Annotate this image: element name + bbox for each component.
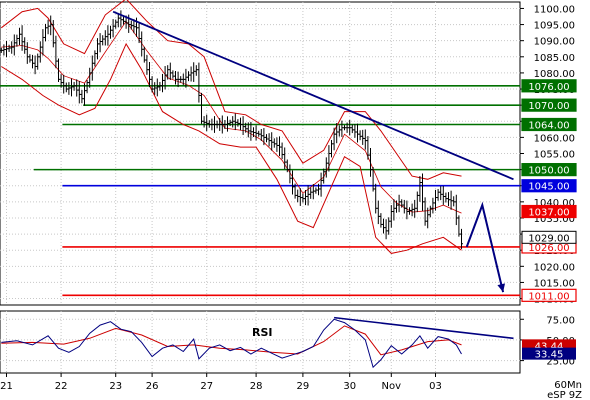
price-bars	[0, 10, 463, 249]
x-tick-label: 23	[109, 381, 122, 392]
price-y-tick-label: 1035.00	[534, 214, 575, 225]
rsi-gridlines	[0, 310, 521, 374]
rsi-y-tick-label: 75.00	[546, 315, 575, 326]
rsi-plot-frame	[0, 310, 521, 374]
symbol-label: eSP 9Z	[547, 390, 582, 400]
rsi-value-box-rsi	[522, 347, 576, 360]
price-panel: 1010.001015.001020.001025.001030.001035.…	[0, 0, 577, 306]
price-y-tick-label: 1015.00	[534, 278, 575, 289]
price-y-tick-label: 1060.00	[534, 133, 575, 144]
x-tick-label: 29	[297, 381, 310, 392]
level-label-1064.00: 1064.00	[528, 120, 569, 131]
level-label-1037.00: 1037.00	[528, 208, 569, 219]
price-y-tick-label: 1055.00	[534, 150, 575, 161]
rsi-panel-title: RSI	[252, 326, 273, 339]
rsi-value-label-signal: 43.44	[535, 341, 564, 352]
x-tick-label: 22	[55, 381, 68, 392]
bollinger-upper-band	[0, 0, 462, 180]
price-bar	[460, 228, 463, 249]
price-y-axis: 1010.001015.001020.001025.001030.001035.…	[520, 4, 575, 306]
level-label-1070.00: 1070.00	[528, 101, 569, 112]
price-y-tick-label: 1100.00	[534, 4, 575, 15]
bollinger-lower-band	[1, 42, 462, 254]
level-label-1045.00: 1045.00	[528, 182, 569, 193]
level-label-1050.00: 1050.00	[528, 166, 569, 177]
rsi-trendline	[334, 316, 514, 340]
rsi-value-label-rsi: 33.45	[535, 350, 564, 361]
x-tick-label: 28	[250, 381, 263, 392]
time-x-axis: 21 22 23 26 27 28 29 30 Nov 03	[0, 372, 520, 392]
rsi-lines	[1, 316, 514, 369]
rsi-y-tick-label: 25.00	[546, 357, 575, 368]
level-label-box-1050.00	[521, 163, 577, 177]
level-label-box-1064.00	[521, 117, 577, 132]
rsi-line	[1, 318, 462, 369]
forecast-arrowhead-icon	[497, 283, 506, 293]
price-y-tick-label: 1090.00	[534, 37, 575, 48]
level-label-box-1070.00	[521, 98, 577, 112]
last-price-box	[521, 230, 577, 244]
forecast-arrow-path	[465, 201, 505, 293]
x-tick-label: 03	[429, 381, 442, 392]
level-label-box-1076.00	[521, 79, 577, 93]
price-y-tick-label: 1080.00	[534, 69, 575, 80]
level-label-1011.00: 1011.00	[528, 291, 569, 302]
price-y-tick-label: 1040.00	[534, 198, 575, 209]
level-label-box-1045.00	[521, 179, 577, 193]
x-tick-label: 21	[0, 381, 13, 392]
price-level-labels: 1076.00 1070.00 1064.00 1050.00 1045.00 1037.…	[521, 79, 577, 302]
x-tick-label: 26	[146, 381, 159, 392]
x-tick-label: Nov	[382, 381, 402, 392]
level-label-box-1037.00	[521, 204, 577, 219]
x-tick-label: 27	[200, 381, 213, 392]
level-label-box-1011.00	[521, 288, 577, 302]
price-y-tick-label: 1020.00	[534, 262, 575, 273]
descending-trendline	[112, 10, 514, 181]
level-label-1026.00: 1026.00	[528, 243, 569, 254]
last-price-label: 1029.00	[528, 233, 569, 244]
level-label-1076.00: 1076.00	[528, 82, 569, 93]
price-level-lines	[0, 85, 520, 297]
price-trendline-group	[112, 10, 514, 293]
timeframe-label: 60Mn	[554, 380, 582, 391]
x-tick-label: 30	[343, 381, 356, 392]
price-y-tick-label: 1095.00	[534, 21, 575, 32]
price-y-tick-label: 1085.00	[534, 53, 575, 64]
